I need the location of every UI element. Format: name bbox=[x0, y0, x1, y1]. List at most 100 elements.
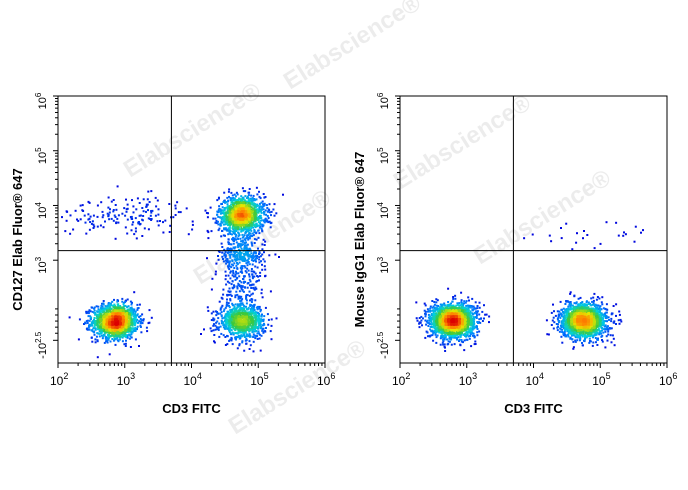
event-dot bbox=[247, 282, 250, 284]
event-dot bbox=[248, 278, 251, 281]
event-dot bbox=[235, 220, 238, 223]
event-dot bbox=[214, 328, 217, 331]
event-dot bbox=[415, 301, 418, 304]
event-dot bbox=[232, 205, 235, 208]
event-dot bbox=[207, 309, 210, 312]
event-dot bbox=[243, 244, 246, 247]
event-dot bbox=[125, 210, 128, 213]
event-dot bbox=[88, 325, 91, 328]
event-dot bbox=[81, 209, 84, 212]
event-dot bbox=[610, 320, 613, 323]
event-dot bbox=[225, 201, 228, 203]
event-dot bbox=[442, 335, 445, 338]
event-dot bbox=[251, 232, 254, 235]
event-dot bbox=[121, 325, 124, 328]
event-dot bbox=[226, 248, 229, 251]
event-dot bbox=[106, 321, 109, 324]
event-dot bbox=[424, 313, 427, 316]
x-tick-label: 103 bbox=[117, 371, 135, 388]
event-dot bbox=[446, 338, 448, 341]
event-dot bbox=[234, 332, 237, 335]
event-dot bbox=[89, 215, 92, 218]
event-dot bbox=[129, 324, 132, 327]
event-dot bbox=[223, 248, 226, 251]
event-dot bbox=[233, 230, 236, 233]
event-dot bbox=[191, 228, 194, 231]
event-dot bbox=[247, 238, 250, 241]
event-dot bbox=[442, 343, 445, 346]
event-dot bbox=[120, 335, 123, 338]
event-dot bbox=[531, 233, 534, 236]
event-dot bbox=[240, 323, 243, 326]
event-dot bbox=[239, 331, 242, 334]
event-dot bbox=[255, 232, 258, 235]
event-dot bbox=[251, 308, 253, 310]
event-dot bbox=[472, 305, 475, 308]
event-dot bbox=[565, 300, 568, 303]
event-dot bbox=[219, 216, 222, 219]
event-dot bbox=[453, 343, 456, 346]
event-dot bbox=[468, 334, 471, 337]
event-dot bbox=[267, 221, 270, 224]
event-dot bbox=[239, 266, 242, 269]
event-dot bbox=[124, 342, 127, 345]
event-dot bbox=[105, 338, 108, 340]
event-dot bbox=[219, 308, 222, 311]
event-dot bbox=[150, 210, 153, 212]
event-dot bbox=[251, 318, 254, 321]
event-dot bbox=[230, 324, 233, 327]
event-dot bbox=[237, 330, 240, 333]
event-dot bbox=[109, 303, 111, 306]
event-dot bbox=[226, 251, 229, 254]
event-dot bbox=[234, 315, 237, 318]
event-dot bbox=[84, 321, 87, 324]
event-dot bbox=[251, 203, 254, 206]
event-dot bbox=[466, 334, 469, 337]
watermark-text: Elabscience® bbox=[279, 0, 426, 95]
event-dot bbox=[247, 233, 250, 236]
event-dot bbox=[601, 334, 604, 337]
event-dot bbox=[98, 316, 101, 319]
event-dot bbox=[232, 307, 235, 310]
event-dot bbox=[238, 234, 241, 237]
event-dot bbox=[476, 311, 479, 314]
event-dot bbox=[546, 333, 549, 336]
event-dot bbox=[242, 281, 245, 284]
event-dot bbox=[248, 333, 251, 336]
event-dot bbox=[642, 229, 644, 232]
event-dot bbox=[102, 335, 105, 338]
event-dot bbox=[250, 221, 253, 224]
event-dot bbox=[115, 315, 118, 318]
event-dot bbox=[575, 302, 578, 305]
event-dot bbox=[228, 339, 231, 342]
event-dot bbox=[442, 338, 445, 341]
event-dot bbox=[126, 203, 129, 206]
event-dot bbox=[245, 221, 248, 224]
event-dot bbox=[253, 215, 256, 217]
event-dot bbox=[243, 234, 246, 237]
event-dot bbox=[99, 332, 102, 335]
event-dot bbox=[567, 300, 570, 303]
event-dot bbox=[146, 198, 149, 201]
event-dot bbox=[114, 331, 117, 334]
event-dot bbox=[237, 238, 240, 240]
event-dot bbox=[210, 312, 213, 315]
event-dot bbox=[240, 284, 243, 287]
event-dot bbox=[468, 304, 471, 307]
event-dot bbox=[565, 335, 568, 338]
event-dot bbox=[236, 244, 239, 247]
event-dot bbox=[233, 224, 236, 227]
event-dot bbox=[220, 209, 223, 212]
event-dot bbox=[134, 328, 137, 331]
event-dot bbox=[226, 320, 229, 323]
event-dot bbox=[238, 215, 241, 218]
event-dot bbox=[583, 230, 585, 232]
event-dot bbox=[254, 311, 257, 314]
event-dot bbox=[222, 310, 225, 313]
event-dot bbox=[248, 200, 251, 203]
event-dot bbox=[433, 303, 436, 306]
event-dot bbox=[227, 224, 229, 226]
event-dot bbox=[130, 328, 133, 331]
event-dot bbox=[426, 321, 429, 324]
